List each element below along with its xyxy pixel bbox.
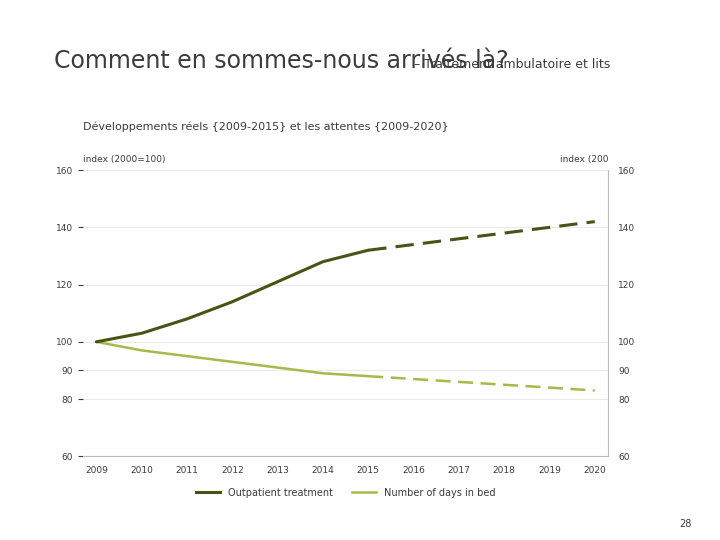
Text: index (200: index (200 — [560, 156, 608, 164]
Text: Développements réels {2009-2015} et les attentes {2009-2020}: Développements réels {2009-2015} et les … — [83, 122, 449, 132]
Legend: Outpatient treatment, Number of days in bed: Outpatient treatment, Number of days in … — [192, 484, 500, 502]
Text: index (2000=100): index (2000=100) — [83, 156, 166, 164]
Text: 28: 28 — [679, 519, 691, 529]
Text: Comment en sommes-nous arrivés là?: Comment en sommes-nous arrivés là? — [54, 49, 508, 73]
Text: – Traitement ambulatoire et lits: – Traitement ambulatoire et lits — [410, 58, 611, 71]
